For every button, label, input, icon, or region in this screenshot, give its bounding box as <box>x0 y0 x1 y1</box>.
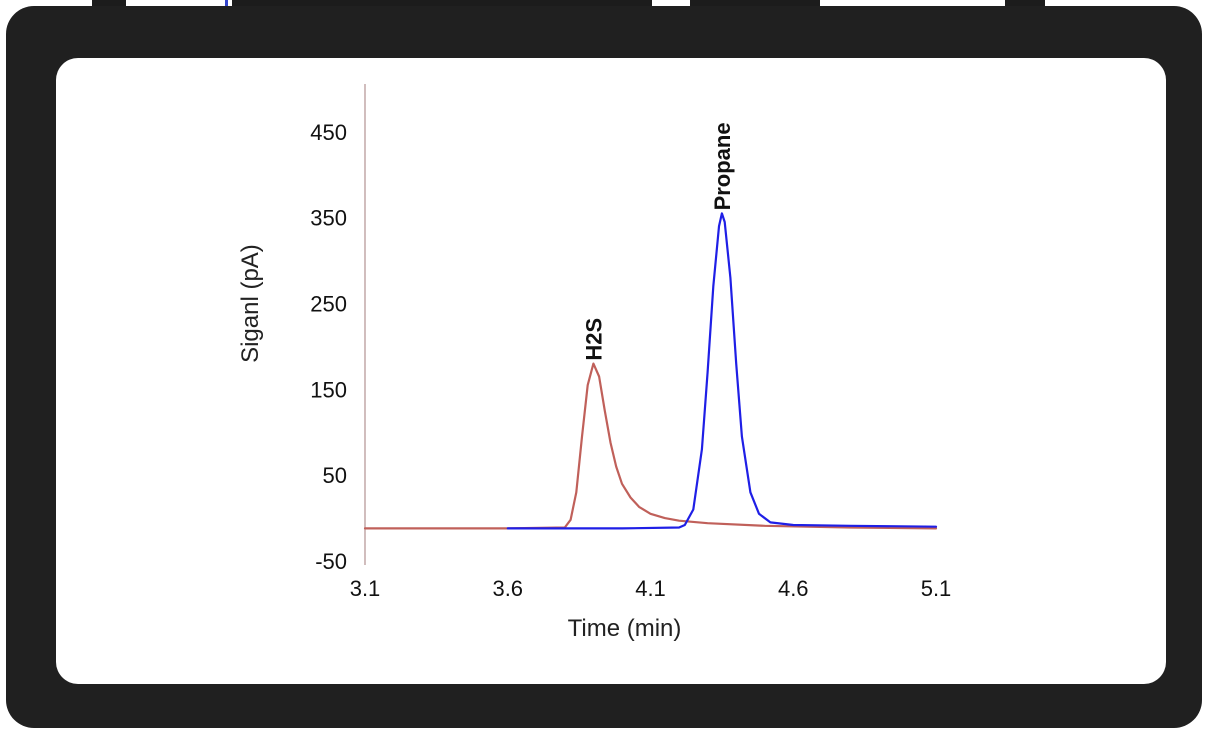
x-tick-label: 4.1 <box>635 576 666 601</box>
chromatogram-chart: -50 50 150 250 350 450 3.1 3.6 4.1 4.6 5.1 H2S Prop… <box>237 84 951 642</box>
chart-panel: -50 50 150 250 350 450 3.1 3.6 4.1 4.6 5.1 H2S Prop… <box>56 58 1166 684</box>
series-line <box>506 212 938 530</box>
slide-frame: -50 50 150 250 350 450 3.1 3.6 4.1 4.6 5.1 H2S Prop… <box>6 6 1202 728</box>
peak-label: H2S <box>581 318 606 361</box>
y-tick-label: 450 <box>310 120 347 145</box>
peak-label: Propane <box>710 122 735 210</box>
peak-annotations: H2S Propane <box>581 122 734 360</box>
tick-labels: -50 50 150 250 350 450 3.1 3.6 4.1 4.6 5.1 <box>310 120 951 601</box>
y-tick-label: 50 <box>323 463 347 488</box>
x-axis-title: Time (min) <box>568 615 682 642</box>
x-tick-label: 3.1 <box>350 576 381 601</box>
y-tick-label: 350 <box>310 206 347 231</box>
y-tick-label: -50 <box>315 549 347 574</box>
series-line <box>363 362 938 530</box>
y-axis-title: Siganl (pA) <box>237 244 264 363</box>
series-traces <box>363 212 938 530</box>
x-tick-label: 5.1 <box>921 576 952 601</box>
x-tick-label: 3.6 <box>492 576 523 601</box>
y-tick-label: 150 <box>310 377 347 402</box>
x-tick-label: 4.6 <box>778 576 809 601</box>
y-tick-label: 250 <box>310 292 347 317</box>
